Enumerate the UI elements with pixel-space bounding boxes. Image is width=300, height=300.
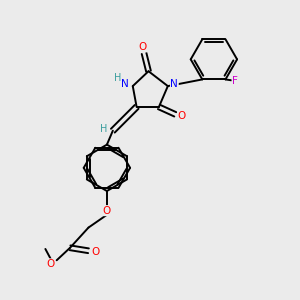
Text: N: N bbox=[170, 79, 178, 89]
Text: H: H bbox=[114, 73, 121, 83]
Text: H: H bbox=[100, 124, 108, 134]
Text: O: O bbox=[138, 42, 147, 52]
Text: F: F bbox=[232, 76, 238, 86]
Text: O: O bbox=[91, 247, 99, 257]
Text: O: O bbox=[178, 111, 186, 121]
Text: O: O bbox=[103, 206, 111, 216]
Text: O: O bbox=[46, 259, 54, 269]
Text: N: N bbox=[121, 79, 128, 89]
